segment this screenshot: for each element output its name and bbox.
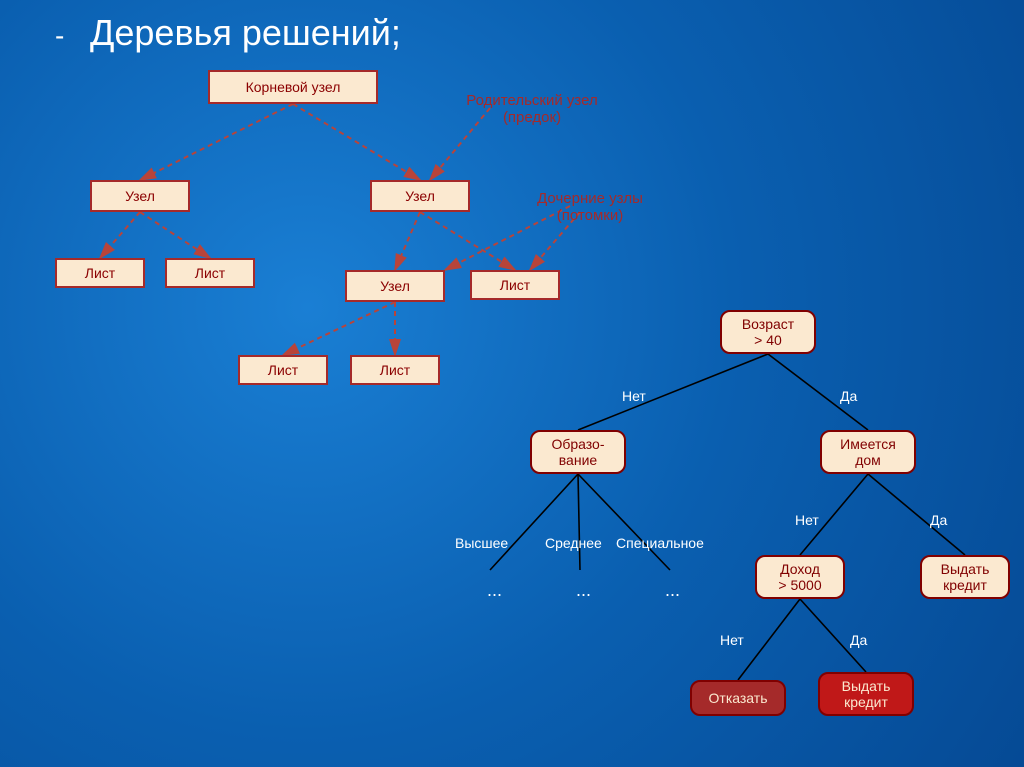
edge-label: Да: [850, 632, 867, 648]
tree1-node-n1: Узел: [90, 180, 190, 212]
tree1-node-l2: Лист: [165, 258, 255, 288]
annotation-children: Дочерние узлы (потомки): [510, 190, 670, 225]
slide-title: Деревья решений;: [90, 12, 401, 54]
edge-label: Нет: [622, 388, 646, 404]
tree1-node-root: Корневой узел: [208, 70, 378, 104]
edge-label: Да: [840, 388, 857, 404]
tree1-node-n2: Узел: [370, 180, 470, 212]
tree1-node-l5: Лист: [350, 355, 440, 385]
slide: { "title_bullet": "-", "title": "Деревья…: [0, 0, 1024, 767]
tree2-node-deny: Отказать: [690, 680, 786, 716]
edu-leaf-1: ...: [576, 580, 591, 601]
edge-label: Нет: [795, 512, 819, 528]
edu-edge-label-h: Высшее: [455, 535, 508, 551]
annotation-parent: Родительский узел (предок): [442, 92, 622, 127]
tree1-node-l4: Лист: [238, 355, 328, 385]
title-bullet: -: [55, 20, 64, 52]
tree2-node-house: Имеется дом: [820, 430, 916, 474]
tree1-node-l1: Лист: [55, 258, 145, 288]
edge-label: Нет: [720, 632, 744, 648]
edge-label: Да: [930, 512, 947, 528]
edu-edge-label-s: Специальное: [616, 535, 704, 551]
tree2-node-credit2: Выдать кредит: [818, 672, 914, 716]
tree2-node-income: Доход > 5000: [755, 555, 845, 599]
tree2-node-edu: Образо- вание: [530, 430, 626, 474]
tree2-node-age: Возраст > 40: [720, 310, 816, 354]
edu-leaf-2: ...: [665, 580, 680, 601]
tree1-node-n3: Узел: [345, 270, 445, 302]
tree1-node-l3: Лист: [470, 270, 560, 300]
edu-edge-label-m: Среднее: [545, 535, 602, 551]
edu-leaf-0: ...: [487, 580, 502, 601]
tree2-node-credit1: Выдать кредит: [920, 555, 1010, 599]
